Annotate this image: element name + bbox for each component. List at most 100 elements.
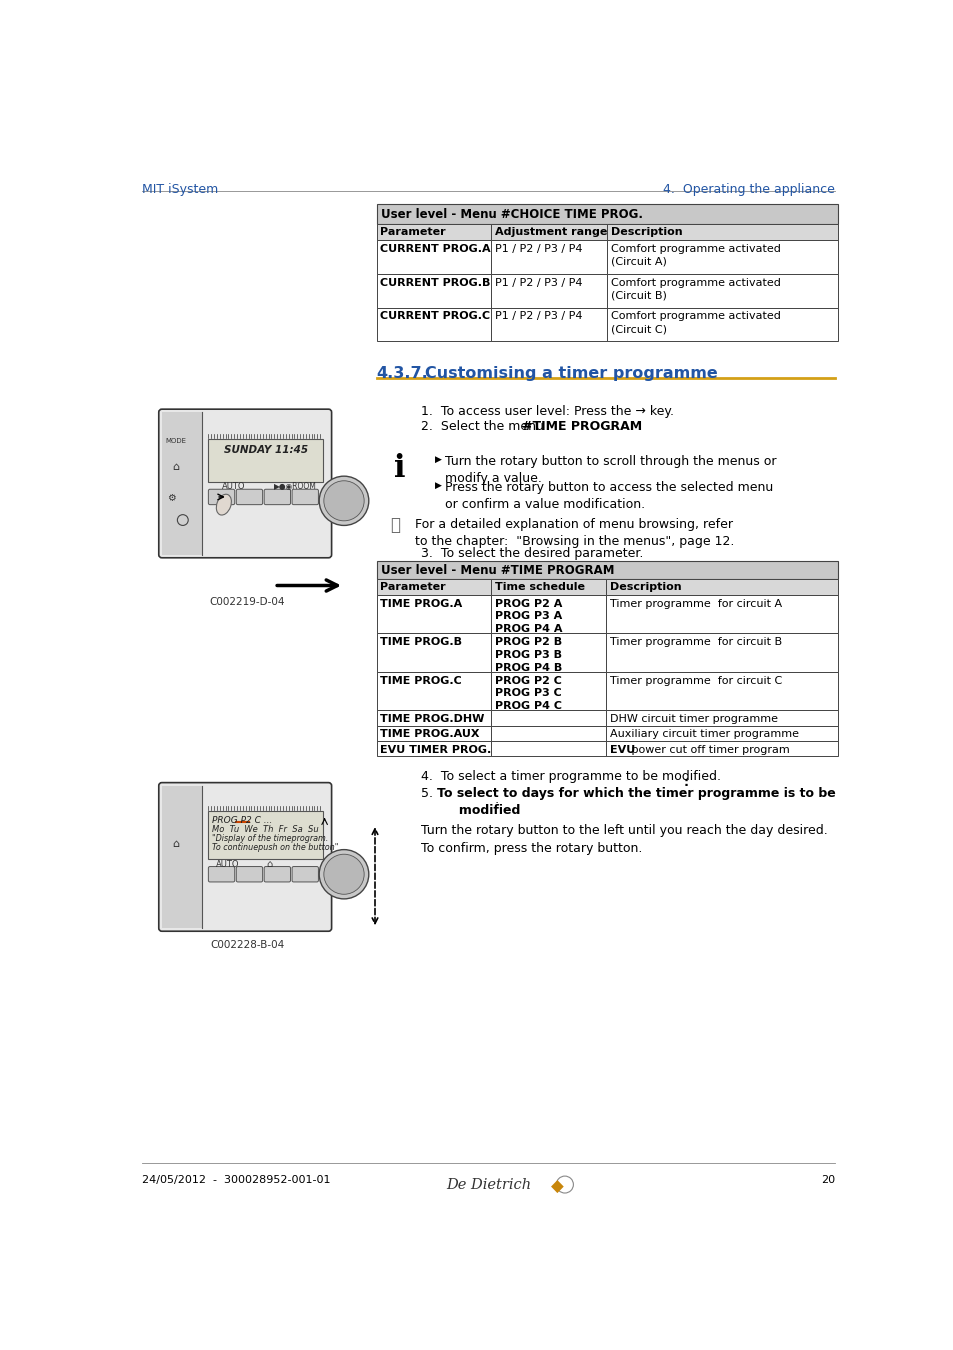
Text: To continuepush on the button": To continuepush on the button": [212, 842, 338, 852]
Text: Time schedule: Time schedule: [495, 582, 584, 591]
Text: 1.  To access user level: Press the → key.: 1. To access user level: Press the → key…: [421, 405, 674, 417]
Text: TIME PROG.B: TIME PROG.B: [380, 637, 462, 647]
Text: 4.3.7.: 4.3.7.: [376, 366, 428, 381]
Circle shape: [323, 481, 364, 521]
Bar: [376, 741, 491, 756]
Text: MODE: MODE: [166, 437, 187, 444]
FancyBboxPatch shape: [292, 867, 318, 882]
Bar: [376, 579, 491, 595]
FancyBboxPatch shape: [208, 489, 234, 505]
FancyBboxPatch shape: [158, 409, 332, 558]
FancyBboxPatch shape: [264, 867, 291, 882]
Text: User level - Menu #TIME PROGRAM: User level - Menu #TIME PROGRAM: [381, 564, 614, 576]
Text: Mo  Tu  We  Th  Fr  Sa  Su: Mo Tu We Th Fr Sa Su: [212, 825, 318, 834]
Text: 24/05/2012  -  300028952-001-01: 24/05/2012 - 300028952-001-01: [142, 1174, 331, 1184]
Text: Parameter: Parameter: [380, 227, 446, 236]
Text: ◆: ◆: [550, 1179, 563, 1196]
Text: :: :: [494, 798, 498, 811]
Text: AUTO: AUTO: [216, 860, 239, 868]
Text: #TIME PROGRAM: #TIME PROGRAM: [521, 420, 641, 433]
Bar: [491, 726, 605, 741]
Text: Timer programme  for circuit A: Timer programme for circuit A: [609, 598, 781, 609]
Text: DHW circuit timer programme: DHW circuit timer programme: [609, 714, 777, 724]
FancyBboxPatch shape: [236, 489, 262, 505]
Text: CURRENT PROG.C: CURRENT PROG.C: [380, 312, 490, 321]
Text: P1 / P2 / P3 / P4: P1 / P2 / P3 / P4: [495, 243, 582, 254]
Ellipse shape: [216, 494, 232, 516]
Bar: [491, 308, 607, 342]
Text: Timer programme  for circuit B: Timer programme for circuit B: [609, 637, 781, 647]
Bar: [376, 224, 491, 240]
Text: EVU: EVU: [609, 745, 635, 755]
Bar: [605, 579, 838, 595]
Bar: [605, 726, 838, 741]
Bar: [162, 786, 202, 929]
Text: ▶: ▶: [435, 481, 441, 490]
Text: CURRENT PROG.A: CURRENT PROG.A: [380, 243, 491, 254]
Text: SUNDAY 11:45: SUNDAY 11:45: [223, 446, 308, 455]
Text: De Dietrich: De Dietrich: [446, 1179, 531, 1192]
Text: 2.  Select the menu: 2. Select the menu: [421, 420, 548, 433]
Bar: [607, 224, 838, 240]
Bar: [491, 579, 605, 595]
Bar: [376, 274, 491, 308]
Text: Comfort programme activated
(Circuit B): Comfort programme activated (Circuit B): [611, 278, 781, 301]
Text: Description: Description: [609, 582, 680, 591]
Bar: [491, 595, 605, 633]
FancyBboxPatch shape: [264, 489, 291, 505]
Text: PROG P2 A
PROG P3 A
PROG P4 A: PROG P2 A PROG P3 A PROG P4 A: [495, 598, 562, 634]
Text: CURRENT PROG.B: CURRENT PROG.B: [380, 278, 490, 288]
Bar: [376, 595, 491, 633]
Bar: [491, 741, 605, 756]
Text: C002219-D-04: C002219-D-04: [209, 597, 285, 608]
Text: power cut off timer program: power cut off timer program: [628, 745, 789, 755]
Text: AUTO: AUTO: [222, 482, 246, 491]
Bar: [491, 224, 607, 240]
Bar: [376, 672, 491, 710]
Bar: [607, 308, 838, 342]
Text: 3.  To select the desired parameter.: 3. To select the desired parameter.: [421, 547, 643, 560]
Bar: [491, 672, 605, 710]
Text: ⌂: ⌂: [172, 840, 179, 849]
Text: TIME PROG.C: TIME PROG.C: [380, 675, 461, 686]
Text: :: :: [682, 776, 688, 790]
Text: Turn the rotary button to the left until you reach the day desired.
To confirm, : Turn the rotary button to the left until…: [421, 825, 827, 855]
Bar: [376, 560, 838, 579]
Text: MIT iSystem: MIT iSystem: [142, 182, 218, 196]
Text: TIME PROG.A: TIME PROG.A: [380, 598, 462, 609]
Text: Adjustment range: Adjustment range: [495, 227, 607, 236]
Text: For a detailed explanation of menu browsing, refer
to the chapter:  "Browsing in: For a detailed explanation of menu brows…: [415, 518, 734, 548]
Bar: [605, 741, 838, 756]
Text: To select to days for which the timer programme is to be
     modified: To select to days for which the timer pr…: [436, 787, 835, 817]
Bar: [605, 633, 838, 672]
Text: Auxiliary circuit timer programme: Auxiliary circuit timer programme: [609, 729, 798, 740]
Text: PROG P2 C ...: PROG P2 C ...: [212, 815, 273, 825]
Circle shape: [319, 477, 369, 525]
Text: User level - Menu #CHOICE TIME PROG.: User level - Menu #CHOICE TIME PROG.: [381, 208, 642, 221]
Text: Description: Description: [611, 227, 682, 236]
Text: Press the rotary button to access the selected menu
or confirm a value modificat: Press the rotary button to access the se…: [444, 481, 772, 510]
Text: Comfort programme activated
(Circuit A): Comfort programme activated (Circuit A): [611, 243, 781, 267]
FancyBboxPatch shape: [158, 783, 332, 932]
Text: TIME PROG.DHW: TIME PROG.DHW: [380, 714, 484, 724]
FancyBboxPatch shape: [236, 867, 262, 882]
Bar: [491, 274, 607, 308]
Text: "Display of the timeprogram.: "Display of the timeprogram.: [212, 834, 328, 844]
Text: 🖂: 🖂: [390, 516, 400, 535]
Bar: [162, 412, 202, 555]
Bar: [605, 672, 838, 710]
Text: Turn the rotary button to scroll through the menus or
modify a value.: Turn the rotary button to scroll through…: [444, 455, 776, 485]
Text: C002228-B-04: C002228-B-04: [210, 940, 284, 949]
Bar: [607, 274, 838, 308]
Text: P1 / P2 / P3 / P4: P1 / P2 / P3 / P4: [495, 278, 582, 288]
Bar: [376, 710, 491, 726]
Text: 20: 20: [821, 1174, 835, 1184]
Bar: [376, 240, 491, 274]
Text: ▶: ▶: [435, 455, 441, 463]
Bar: [376, 308, 491, 342]
Bar: [607, 240, 838, 274]
Text: PROG P2 B
PROG P3 B
PROG P4 B: PROG P2 B PROG P3 B PROG P4 B: [495, 637, 561, 672]
Text: P1 / P2 / P3 / P4: P1 / P2 / P3 / P4: [495, 312, 582, 321]
Bar: [605, 710, 838, 726]
Bar: [491, 633, 605, 672]
